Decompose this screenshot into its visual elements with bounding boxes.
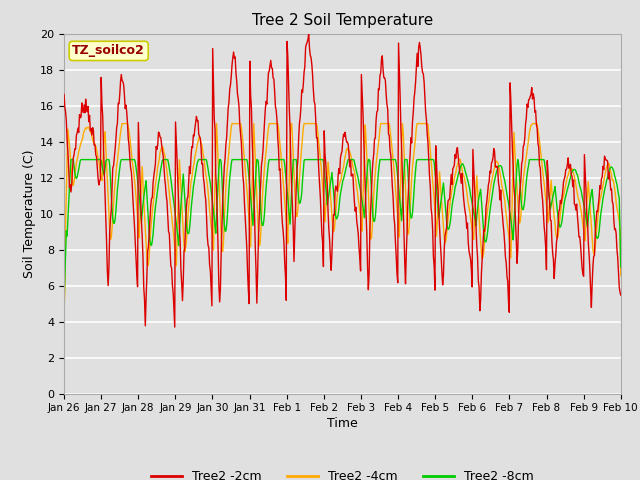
Tree2 -8cm	[71, 170, 79, 176]
Tree2 -2cm	[171, 324, 179, 330]
Line: Tree2 -8cm: Tree2 -8cm	[64, 159, 621, 303]
Tree2 -8cm	[185, 231, 193, 237]
Tree2 -2cm	[185, 179, 193, 185]
Tree2 -4cm	[128, 157, 136, 163]
Tree2 -8cm	[60, 300, 68, 306]
Legend: Tree2 -2cm, Tree2 -4cm, Tree2 -8cm: Tree2 -2cm, Tree2 -4cm, Tree2 -8cm	[146, 465, 539, 480]
Tree2 -4cm	[118, 120, 126, 126]
Tree2 -4cm	[428, 157, 435, 163]
Tree2 -8cm	[617, 264, 625, 270]
Title: Tree 2 Soil Temperature: Tree 2 Soil Temperature	[252, 13, 433, 28]
Tree2 -8cm	[128, 156, 136, 162]
Text: TZ_soilco2: TZ_soilco2	[72, 44, 145, 58]
Tree2 -2cm	[412, 79, 419, 85]
Tree2 -4cm	[70, 178, 78, 184]
Tree2 -8cm	[428, 156, 435, 162]
Tree2 -2cm	[127, 169, 135, 175]
Y-axis label: Soil Temperature (C): Soil Temperature (C)	[23, 149, 36, 278]
Tree2 -2cm	[428, 212, 436, 217]
Tree2 -2cm	[305, 31, 312, 36]
Tree2 -2cm	[214, 247, 222, 252]
Tree2 -2cm	[70, 152, 78, 157]
Tree2 -4cm	[60, 310, 68, 315]
Tree2 -4cm	[411, 142, 419, 148]
Tree2 -4cm	[617, 273, 625, 278]
Tree2 -8cm	[214, 180, 222, 185]
Tree2 -8cm	[411, 176, 419, 182]
Line: Tree2 -4cm: Tree2 -4cm	[64, 123, 621, 312]
Tree2 -8cm	[67, 156, 75, 162]
Tree2 -2cm	[617, 292, 625, 298]
X-axis label: Time: Time	[327, 418, 358, 431]
Tree2 -4cm	[214, 157, 222, 163]
Line: Tree2 -2cm: Tree2 -2cm	[64, 34, 621, 327]
Tree2 -4cm	[185, 204, 193, 209]
Tree2 -2cm	[60, 92, 68, 97]
